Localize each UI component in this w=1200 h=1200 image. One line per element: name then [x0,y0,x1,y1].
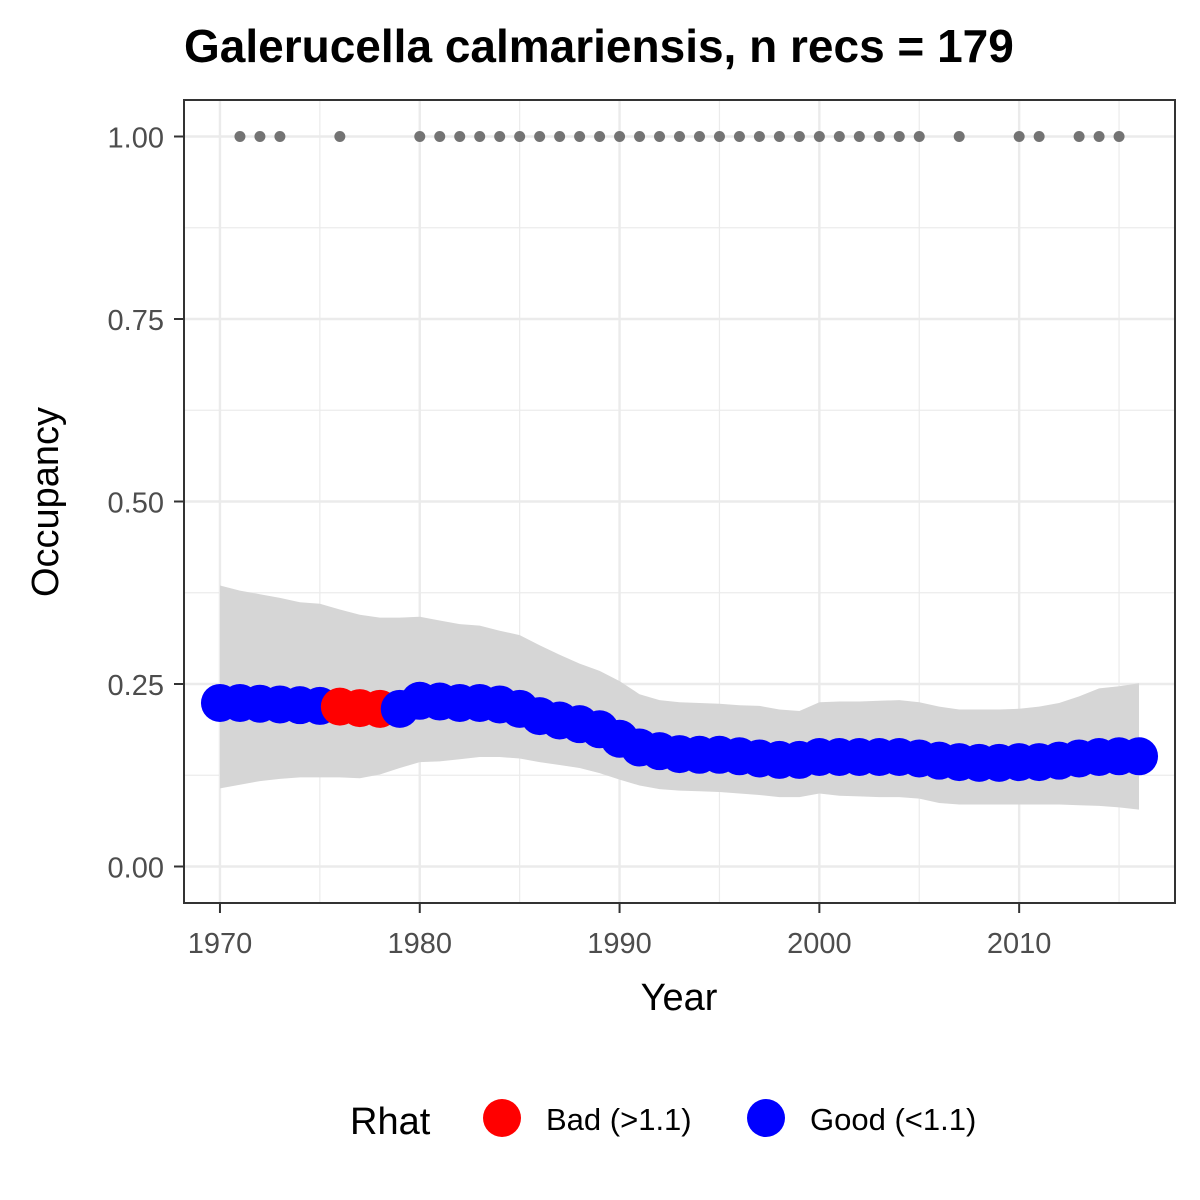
legend-label-bad: Bad (>1.1) [546,1102,692,1137]
record-point [1113,131,1125,142]
y-axis-title: Occupancy [25,407,67,597]
record-point [913,131,925,142]
record-point [674,131,685,142]
x-tick-label: 1980 [388,928,453,960]
record-point [514,131,526,142]
record-point [234,131,246,142]
x-tick-label: 1970 [188,928,253,960]
legend-key-bad [483,1099,521,1137]
record-point [793,131,805,142]
record-point [873,131,885,142]
chart-title: Galerucella calmariensis, n recs = 179 [184,20,1014,72]
record-point [1013,131,1025,142]
x-tick-label: 1990 [587,928,652,960]
axes: 1970 1980 1990 2000 2010 0.00 0.25 0.50 0.75 1.00 [108,123,1052,961]
y-tick-label: 0.50 [108,488,164,520]
record-point [773,131,785,142]
record-point [813,131,825,142]
y-tick-label: 0.75 [108,305,164,337]
record-point [334,131,346,142]
record-point [853,131,865,142]
record-points-layer [234,131,1125,142]
record-point [414,131,426,142]
legend-key-good [747,1099,785,1137]
y-tick-label: 0.25 [108,670,164,702]
record-point [654,131,666,142]
occupancy-point-good [1120,737,1159,776]
record-point [594,131,606,142]
legend-label-good: Good (<1.1) [810,1102,976,1137]
record-point [634,131,646,142]
record-point [474,131,486,142]
record-point [554,131,566,142]
x-tick-label: 2010 [987,928,1052,960]
record-point [534,131,546,142]
record-point [893,131,905,142]
record-point [753,131,765,142]
legend-title: Rhat [350,1101,431,1143]
y-tick-label: 1.00 [108,123,164,155]
record-point [1033,131,1045,142]
x-tick-label: 2000 [787,928,852,960]
occupancy-points-layer [200,681,1159,782]
record-point [434,131,446,142]
y-tick-label: 0.00 [108,853,164,885]
record-point [274,131,286,142]
record-point [713,131,725,142]
x-axis-title: Year [641,977,718,1019]
record-point [614,131,626,142]
record-point [733,131,745,142]
record-point [574,131,586,142]
legend: Rhat Bad (>1.1) Good (<1.1) [350,1099,976,1143]
record-point [254,131,266,142]
record-point [1093,131,1105,142]
record-point [494,131,506,142]
record-point [833,131,845,142]
record-point [693,131,705,142]
record-point [953,131,965,142]
record-point [454,131,466,142]
record-point [1073,131,1085,142]
